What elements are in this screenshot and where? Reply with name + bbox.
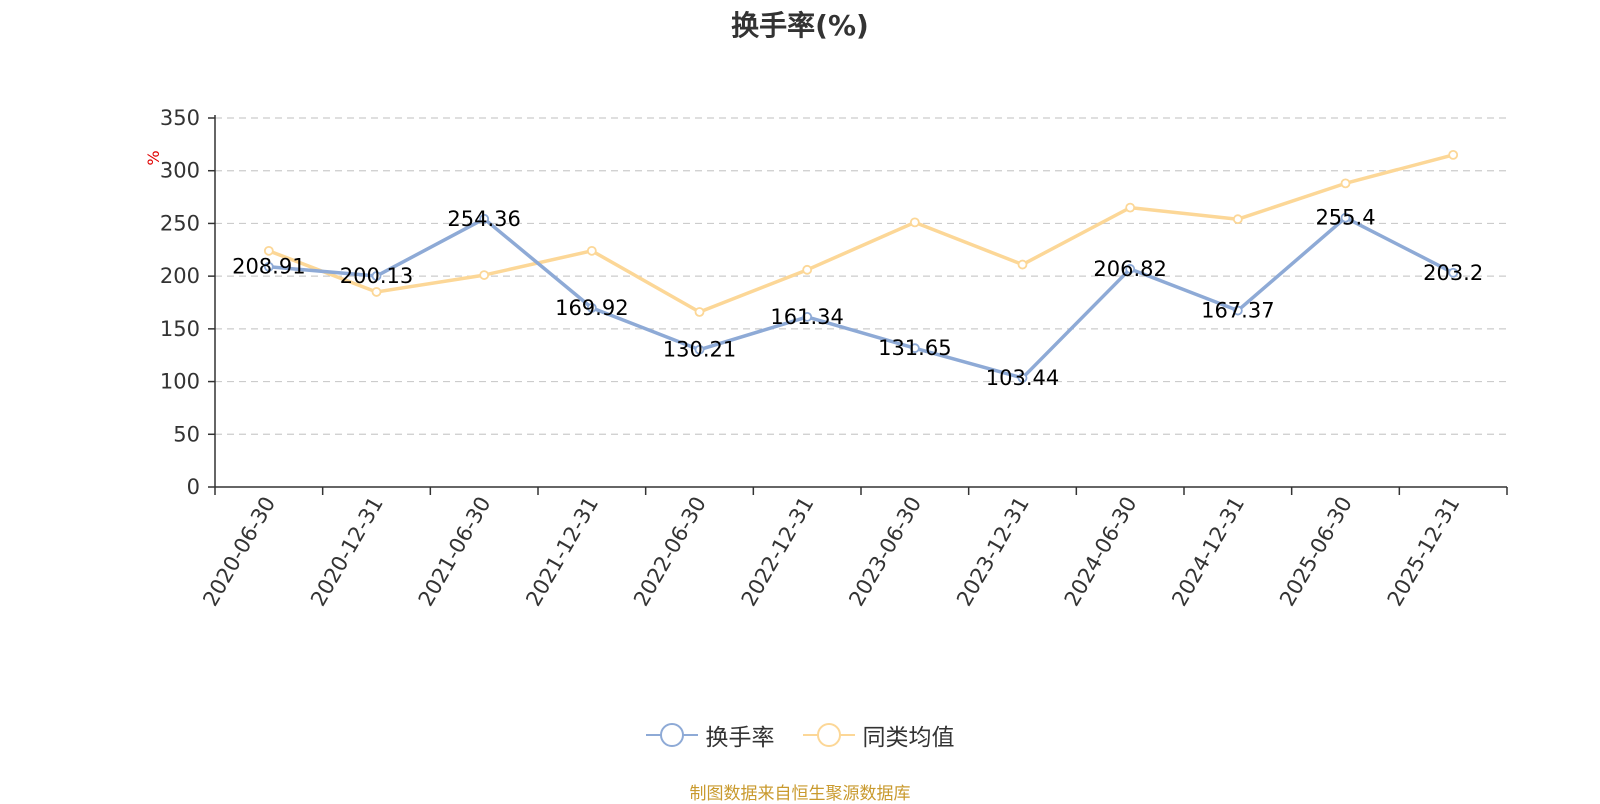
data-point	[694, 307, 705, 317]
x-tick-label: 2020-06-30	[198, 493, 280, 611]
data-labels: 208.91 200.13 254.36 169.92 130.21 161.34 131.…	[232, 206, 1483, 390]
data-label: 203.2	[1423, 261, 1483, 285]
legend: 换手率 同类均值	[0, 718, 1600, 752]
legend-label-turnover: 换手率	[705, 725, 775, 751]
data-point	[1448, 149, 1459, 160]
data-label: 161.34	[770, 305, 843, 329]
legend-item-peer-average[interactable]: 同类均值	[802, 718, 955, 752]
data-point	[479, 213, 490, 224]
x-tick-label: 2021-06-30	[414, 493, 496, 611]
legend-marker-peer-average-icon	[802, 723, 855, 747]
x-tick-label: 2025-06-30	[1275, 493, 1357, 611]
data-point	[1232, 305, 1243, 316]
legend-label-peer-average: 同类均值	[862, 725, 955, 751]
data-point	[909, 343, 920, 354]
data-label: 169.92	[555, 296, 628, 320]
x-tick-label: 2025-12-31	[1383, 493, 1465, 611]
y-tick-label: 50	[173, 422, 200, 446]
data-label: 167.37	[1201, 299, 1274, 323]
axes: 0 50 100 150 200 250 300 350% 2020-06-30 2020-12-…	[144, 106, 1508, 611]
data-point	[1017, 259, 1028, 270]
x-tick-label: 2020-12-31	[306, 493, 388, 611]
data-label: 103.44	[986, 366, 1059, 390]
data-label: 255.4	[1315, 206, 1375, 230]
data-point	[802, 312, 813, 322]
data-point	[371, 271, 382, 281]
data-point	[1340, 212, 1351, 223]
data-point	[371, 287, 382, 297]
data-point	[1125, 202, 1136, 213]
x-tick-label: 2024-06-30	[1060, 493, 1142, 611]
y-tick-label: 150	[160, 317, 200, 341]
data-label: 130.21	[663, 338, 736, 362]
data-point	[479, 270, 490, 280]
data-label: 254.36	[447, 207, 520, 231]
data-point	[1340, 178, 1351, 189]
line-chart: 0 50 100 150 200 250 300 350% 2020-06-30 2020-12-…	[144, 106, 1508, 611]
x-tick-label: 2023-06-30	[844, 493, 926, 611]
data-point	[1232, 214, 1243, 225]
data-label: 200.13	[340, 264, 413, 288]
data-label: 131.65	[878, 336, 951, 360]
data-point	[694, 344, 705, 355]
series-line-turnover	[268, 215, 1454, 380]
y-tick-label: 350	[160, 106, 200, 130]
x-tick-label: 2023-12-31	[952, 493, 1034, 611]
x-tick-label: 2021-12-31	[521, 493, 603, 611]
series-line-peer-average	[268, 153, 1454, 314]
data-point	[586, 302, 597, 313]
x-tick-label: 2022-06-30	[629, 493, 711, 611]
y-tick-label: 200	[160, 264, 200, 288]
data-source-note: 制图数据来自恒生聚源数据库	[689, 784, 911, 804]
data-label: 206.82	[1093, 257, 1166, 281]
legend-marker-turnover-icon	[645, 723, 698, 747]
data-point	[802, 264, 813, 275]
data-point	[1017, 373, 1028, 383]
x-tick-label: 2022-12-31	[737, 493, 819, 611]
data-point	[263, 245, 274, 256]
y-tick-label: 0	[187, 475, 200, 499]
y-tick-label: 100	[160, 370, 200, 394]
data-point	[1448, 267, 1459, 278]
x-tick-label: 2024-12-31	[1167, 493, 1249, 611]
data-point	[1125, 264, 1136, 274]
y-tick-label: 250	[160, 211, 200, 235]
y-tick-label: 300	[160, 159, 200, 183]
series-lines	[263, 149, 1459, 383]
legend-item-turnover[interactable]: 换手率	[645, 718, 775, 752]
data-point	[909, 217, 920, 228]
data-point	[263, 261, 274, 272]
data-point	[586, 245, 597, 256]
y-axis-unit-label: %	[144, 150, 163, 165]
data-label: 208.91	[232, 255, 305, 279]
chart-title: 换手率(%)	[731, 9, 869, 42]
